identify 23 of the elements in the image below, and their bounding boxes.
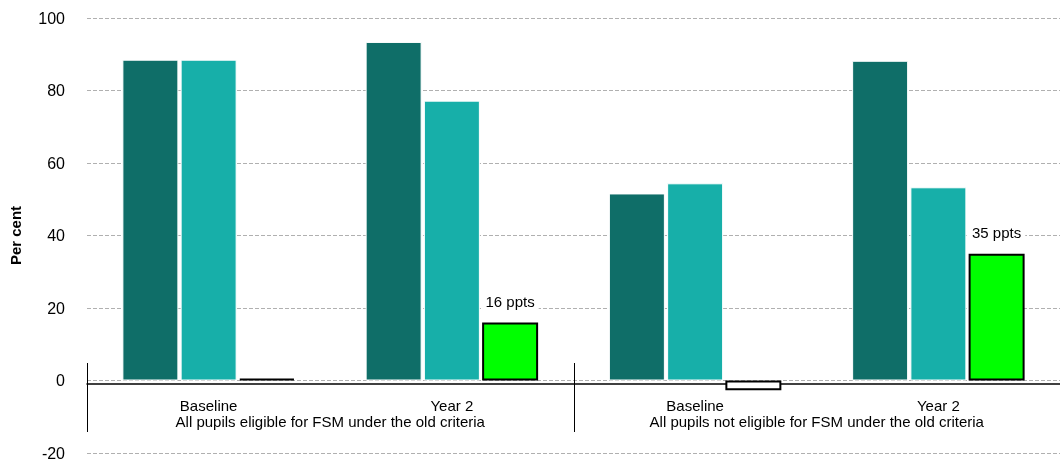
x-tick-label: Baseline (179, 397, 238, 414)
bar (608, 193, 665, 381)
annotation: All pupils eligible for FSM under the old criteria (175, 413, 486, 430)
bar (423, 100, 480, 381)
bar (365, 41, 422, 381)
bar (968, 253, 1025, 381)
y-tick-label: 40 (47, 227, 66, 244)
bar (667, 183, 724, 381)
x-tick-label: Year 2 (430, 397, 474, 414)
y-tick-label: 60 (47, 154, 66, 172)
bar (482, 322, 539, 381)
y-tick-label: 80 (47, 82, 66, 99)
bar (852, 60, 909, 381)
annotation: All pupils not eligible for FSM under the old criteria (649, 413, 985, 430)
y-tick-label: 100 (38, 9, 66, 27)
x-tick-label: Year 2 (916, 397, 960, 414)
y-axis-title: Per cent (7, 205, 24, 266)
x-tick-label: Baseline (666, 397, 724, 414)
data-label: 35 ppts (972, 223, 1022, 241)
y-tick-label: 20 (47, 299, 66, 317)
y-tick-label: 0 (56, 372, 66, 389)
data-label: 16 ppts (485, 292, 535, 310)
y-tick-label: -20 (41, 444, 66, 461)
